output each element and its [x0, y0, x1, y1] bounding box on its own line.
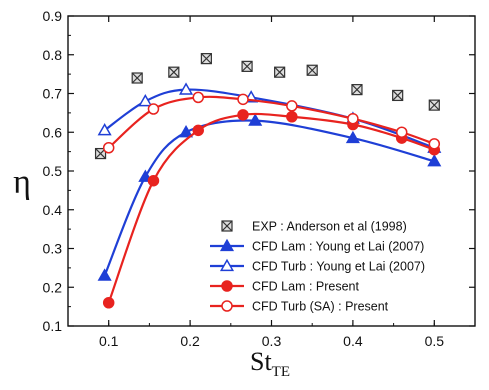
data-point: [306, 64, 318, 76]
data-point: [192, 124, 204, 137]
legend: EXP : Anderson et al (1998) CFD Lam : You…: [210, 220, 425, 314]
data-point: [237, 109, 249, 121]
x-tick-label: 0.2: [180, 333, 200, 349]
series-line-1: [103, 119, 435, 277]
data-point: [248, 113, 263, 126]
series-3: [102, 109, 441, 309]
legend-label-4: CFD Turb (SA) : Present: [252, 300, 389, 314]
series-line-3: [107, 112, 435, 304]
data-point: [286, 100, 298, 112]
data-point: [347, 112, 359, 125]
y-tick-label: 0.1: [43, 318, 63, 334]
data-point: [351, 84, 363, 96]
x-tick-label: 0.4: [343, 333, 363, 349]
legend-marker-3: [221, 280, 233, 292]
data-point: [241, 60, 253, 72]
x-axis-label-sub: TE: [272, 364, 290, 380]
legend-label-0: EXP : Anderson et al (1998): [252, 220, 407, 234]
data-point: [345, 130, 360, 144]
y-tick-label: 0.7: [43, 86, 63, 102]
data-point: [147, 103, 160, 115]
legend-marker-0: [221, 220, 233, 232]
data-point: [178, 124, 194, 138]
x-tick-label: 0.1: [99, 333, 119, 349]
legend-marker-1: [219, 238, 235, 252]
y-tick-label: 0.5: [43, 163, 63, 179]
data-point: [138, 93, 153, 107]
y-tick-label: 0.8: [43, 47, 63, 63]
axis-ticks: 0.1 0.2 0.3 0.4 0.5 0.1 0.2 0.3 0.4 0.5 0.6 0.7 0.8 0…: [43, 8, 476, 349]
y-tick-label: 0.2: [43, 279, 63, 295]
data-point: [131, 72, 143, 84]
x-axis-label: StTE: [250, 347, 290, 380]
data-point: [102, 142, 115, 154]
series-4: [102, 91, 441, 154]
data-point: [97, 268, 112, 281]
data-point: [168, 66, 180, 78]
legend-marker-2: [219, 258, 235, 272]
data-point: [147, 174, 160, 187]
data-point: [237, 93, 249, 106]
x-axis-label-main: St: [250, 347, 272, 376]
series-2: [97, 82, 442, 153]
y-tick-label: 0.4: [43, 202, 63, 218]
y-axis-label: η: [13, 164, 31, 201]
data-point: [395, 126, 408, 138]
legend-label-3: CFD Lam : Present: [252, 280, 360, 294]
data-point: [178, 82, 194, 95]
data-point: [97, 123, 112, 136]
data-point: [427, 154, 442, 167]
series-layer: [94, 53, 442, 309]
series-0: [94, 53, 440, 160]
x-tick-label: 0.5: [425, 333, 445, 349]
y-tick-label: 0.9: [43, 8, 63, 24]
legend-label-2: CFD Turb : Young et Lai (2007): [252, 260, 425, 274]
y-tick-label: 0.3: [43, 241, 63, 257]
data-point: [428, 138, 441, 150]
data-point: [392, 89, 404, 102]
legend-label-1: CFD Lam : Young et Lai (2007): [252, 240, 424, 254]
data-point: [428, 99, 440, 111]
data-point: [286, 111, 298, 123]
data-point: [200, 53, 212, 65]
x-tick-label: 0.3: [262, 333, 282, 349]
data-point: [274, 66, 286, 78]
series-line-2: [103, 88, 435, 149]
series-1: [97, 113, 442, 281]
y-tick-label: 0.6: [43, 124, 63, 140]
legend-marker-4: [221, 300, 233, 312]
data-point: [192, 91, 204, 104]
data-point: [102, 297, 115, 309]
